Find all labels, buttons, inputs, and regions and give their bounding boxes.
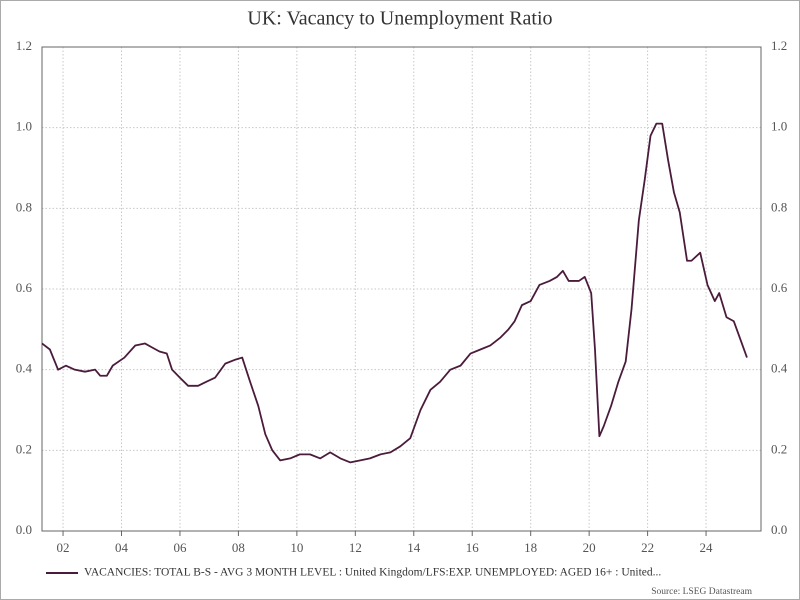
y2-tick-label: 0.0 xyxy=(771,522,787,537)
x-tick-label: 06 xyxy=(173,540,187,555)
y2-tick-label: 0.4 xyxy=(771,361,788,376)
chart-title: UK: Vacancy to Unemployment Ratio xyxy=(247,8,552,30)
x-tick-label: 12 xyxy=(349,540,362,555)
x-tick-label: 24 xyxy=(700,540,714,555)
y2-tick-label: 1.0 xyxy=(771,119,787,134)
x-tick-label: 08 xyxy=(232,540,245,555)
x-tick-label: 04 xyxy=(115,540,129,555)
y2-tick-label: 0.8 xyxy=(771,199,787,214)
y-tick-label: 0.2 xyxy=(16,441,32,456)
source: Source: LSEG Datastream xyxy=(651,587,752,597)
series-line xyxy=(41,122,748,464)
x-tick-label: 20 xyxy=(583,540,596,555)
plot-border xyxy=(41,46,762,532)
x-tick-label: 16 xyxy=(466,540,480,555)
y-tick-label: 1.2 xyxy=(16,38,32,53)
y2-tick-label: 0.2 xyxy=(771,441,787,456)
y2-tick-label: 0.6 xyxy=(771,280,788,295)
legend-label: VACANCIES: TOTAL B-S - AVG 3 MONTH LEVEL… xyxy=(84,567,661,579)
y-tick-label: 0.6 xyxy=(16,280,33,295)
y-tick-label: 1.0 xyxy=(16,119,32,134)
x-tick-label: 10 xyxy=(290,540,303,555)
y-tick-label: 0.0 xyxy=(16,522,32,537)
y-tick-label: 0.4 xyxy=(16,361,33,376)
x-tick-label: 18 xyxy=(524,540,537,555)
x-tick-label: 14 xyxy=(407,540,421,555)
x-tick-label: 22 xyxy=(641,540,654,555)
y-tick-label: 0.8 xyxy=(16,199,32,214)
y2-tick-label: 1.2 xyxy=(771,38,787,53)
x-tick-label: 02 xyxy=(57,540,70,555)
